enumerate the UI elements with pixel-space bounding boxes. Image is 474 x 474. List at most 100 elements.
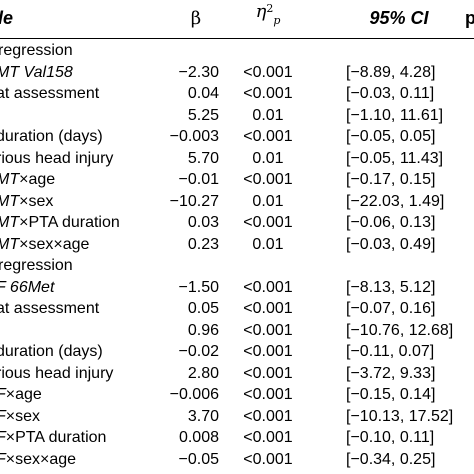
cell-eta-squared: <0.001 [243, 63, 293, 81]
cell-variable: regression [0, 255, 73, 277]
cell-ci: [−10.13, 17.52] [346, 407, 454, 425]
cell-eta-squared: <0.001 [243, 364, 293, 382]
table-row: MT×sex×age 0.23 0.01 [−0.03, 0.49] [0, 234, 474, 256]
cell-ci: [−8.89, 4.28] [346, 63, 436, 81]
cell-beta: 2.80 [187, 364, 219, 382]
cell-ci: [−0.05, 0.05] [346, 128, 436, 145]
cell-ci: [−0.15, 0.14] [346, 386, 436, 403]
cell-ci: [−0.06, 0.13] [346, 214, 436, 231]
cell-ci: [−0.05, 11.43] [346, 149, 444, 167]
cell-variable: F×sex×age [0, 449, 76, 471]
variable-interaction: ×PTA duration [5, 429, 107, 446]
table-header: le β η2p 95% CI p [0, 0, 474, 40]
cell-beta: 0.05 [187, 300, 219, 317]
cell-beta: 0.23 [187, 235, 219, 253]
cell-ci: [−0.03, 0.11] [346, 85, 435, 102]
section-label: regression [0, 42, 73, 59]
cell-eta-squared: <0.001 [243, 407, 293, 425]
header-eta-squared: η2p [248, 0, 288, 27]
table-row: 0.96 <0.001 [−10.76, 12.68] [0, 320, 474, 342]
header-eta-symbol: η [255, 1, 267, 22]
cell-eta-squared: <0.001 [243, 85, 293, 102]
table-row: MT×PTA duration 0.03 <0.001 [−0.06, 0.13] [0, 212, 474, 234]
cell-eta-squared: <0.001 [243, 171, 293, 188]
cell-ci: [−0.34, 0.25] [346, 450, 436, 468]
cell-variable: MT×sex×age [0, 234, 89, 256]
cell-variable: MT×age [0, 169, 55, 191]
table-row: rious head injury 2.80 <0.001 [−3.72, 9.33] [0, 363, 474, 385]
cell-beta: 5.25 [187, 106, 219, 124]
cell-variable: F×sex [0, 406, 40, 428]
cell-beta: −0.003 [169, 128, 219, 145]
variable-gene: MT [0, 192, 20, 210]
header-p: p [465, 8, 474, 28]
cell-ci: [−0.07, 0.16] [346, 300, 436, 317]
header-rule [0, 38, 474, 39]
cell-ci: [−3.72, 9.33] [346, 364, 436, 382]
table-row: duration (days) −0.003 <0.001 [−0.05, 0.05] [0, 126, 474, 148]
cell-eta-squared: <0.001 [243, 343, 293, 360]
variable-gene: F [0, 451, 6, 468]
cell-beta: −0.006 [169, 386, 219, 403]
cell-variable: MT×sex [0, 191, 53, 213]
cell-beta: 0.96 [187, 321, 219, 339]
cell-eta-squared: <0.001 [243, 429, 293, 446]
variable-text: at assessment [0, 300, 100, 317]
header-eta-sup: 2 [266, 2, 274, 15]
cell-eta-squared: <0.001 [243, 300, 293, 317]
cell-beta: −0.02 [178, 343, 219, 360]
cell-beta: −10.27 [169, 192, 219, 210]
cell-beta: 0.04 [187, 85, 219, 102]
cell-variable: rious head injury [0, 363, 113, 385]
header-variable: le [0, 8, 14, 28]
variable-interaction: ×PTA duration [19, 214, 120, 231]
cell-ci: [−0.10, 0.11] [346, 429, 435, 446]
cell-beta: 0.03 [187, 214, 219, 231]
cell-beta: 0.008 [178, 429, 219, 446]
table-row: MT×age −0.01 <0.001 [−0.17, 0.15] [0, 169, 474, 191]
cell-variable: MT Val158 [0, 62, 73, 84]
header-ci: 95% CI [369, 8, 429, 28]
header-beta: β [190, 8, 202, 29]
variable-gene: F [0, 429, 6, 446]
cell-variable: F×age [0, 384, 42, 406]
cell-eta-squared: <0.001 [243, 128, 293, 145]
section-row: regression [0, 40, 474, 62]
cell-ci: [−0.17, 0.15] [346, 171, 436, 188]
cell-beta: −2.30 [178, 63, 219, 81]
variable-gene: MT [0, 171, 20, 188]
variable-gene: F [0, 408, 6, 425]
cell-eta-squared: <0.001 [243, 321, 293, 339]
variable-gene: F [0, 386, 6, 403]
table-row: MT×sex −10.27 0.01 [−22.03, 1.49] [0, 191, 474, 213]
table-row: rious head injury 5.70 0.01 [−0.05, 11.43] [0, 148, 474, 170]
cell-variable: duration (days) [0, 341, 103, 363]
cell-eta-squared: <0.001 [243, 278, 293, 296]
cell-ci: [−1.10, 11.61] [346, 106, 444, 124]
cell-ci: [−0.11, 0.07] [346, 343, 435, 360]
variable-interaction: ×age [5, 386, 42, 403]
cell-beta: −1.50 [178, 278, 219, 296]
variable-gene: MT [0, 235, 20, 253]
variable-interaction: ×age [19, 171, 56, 188]
variable-interaction: ×sex [5, 407, 41, 425]
variable-interaction: ×sex×age [19, 235, 90, 253]
table-row: MT Val158 −2.30 <0.001 [−8.89, 4.28] [0, 62, 474, 84]
cell-eta-squared: <0.001 [243, 386, 293, 403]
cell-variable: F×PTA duration [0, 427, 106, 449]
cell-eta-squared: 0.01 [252, 106, 284, 124]
cell-ci: [−8.13, 5.12] [346, 278, 436, 296]
cell-beta: 5.70 [187, 149, 219, 167]
variable-text: duration (days) [0, 128, 103, 145]
cell-variable: rious head injury [0, 148, 113, 170]
table-row: F×age −0.006 <0.001 [−0.15, 0.14] [0, 384, 474, 406]
cell-variable: MT×PTA duration [0, 212, 120, 234]
cell-variable: duration (days) [0, 126, 103, 148]
cell-ci: [−10.76, 12.68] [346, 321, 454, 339]
variable-text: rious head injury [0, 364, 114, 382]
cell-beta: −0.05 [178, 450, 219, 468]
cell-variable: at assessment [0, 298, 99, 320]
cell-ci: [−0.03, 0.49] [346, 235, 436, 253]
table-row: 5.25 0.01 [−1.10, 11.61] [0, 105, 474, 127]
variable-gene: MT Val158 [0, 63, 73, 81]
